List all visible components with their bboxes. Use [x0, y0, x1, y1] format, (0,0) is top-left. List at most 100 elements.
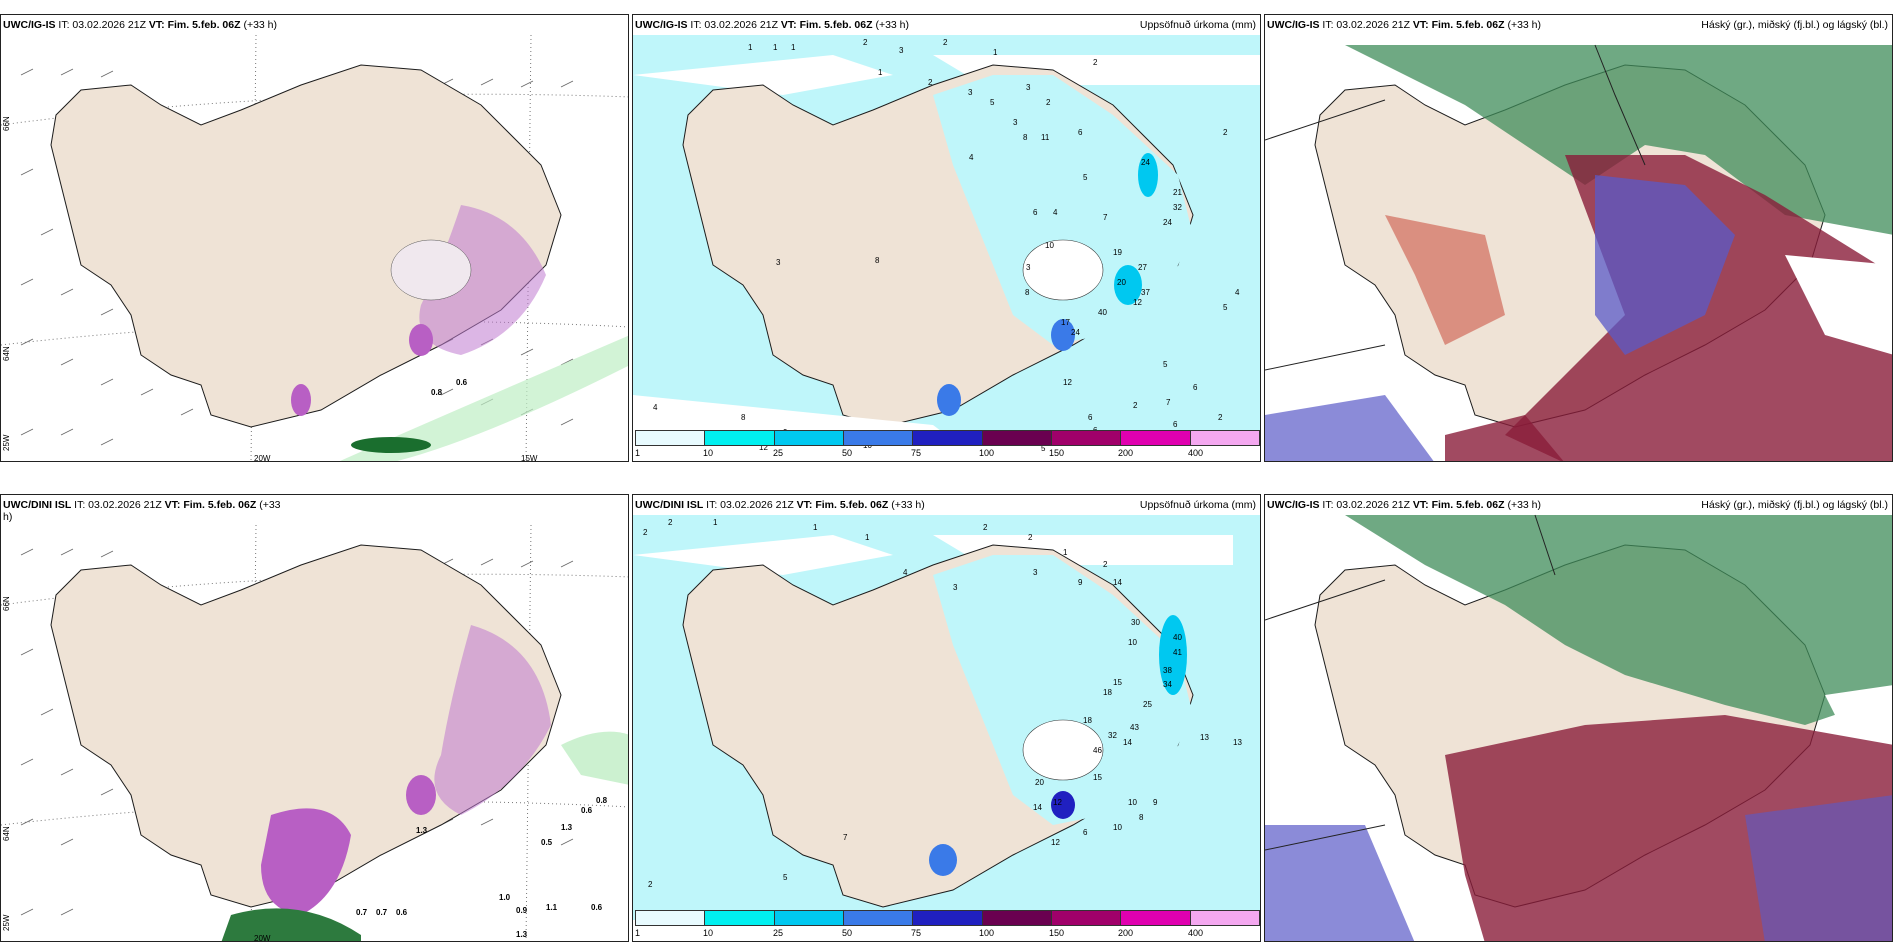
svg-text:38: 38 [1163, 666, 1172, 675]
svg-text:6: 6 [1193, 383, 1198, 392]
svg-text:0.7: 0.7 [376, 908, 388, 917]
panel-header: UWC/IG-IS IT: 03.02.2026 21Z VT: Fim. 5.… [3, 19, 278, 31]
svg-text:21: 21 [1173, 188, 1182, 197]
svg-text:66N: 66N [2, 596, 11, 611]
panel-header: UWC/DINI ISL IT: 03.02.2026 21Z VT: Fim.… [3, 499, 281, 511]
svg-text:40: 40 [1098, 308, 1107, 317]
svg-text:0.8: 0.8 [596, 796, 608, 805]
svg-text:10: 10 [1113, 823, 1122, 832]
svg-text:13: 13 [1200, 733, 1209, 742]
svg-text:30: 30 [1131, 618, 1140, 627]
svg-text:32: 32 [1173, 203, 1182, 212]
svg-text:2: 2 [643, 528, 648, 537]
svg-text:3: 3 [968, 88, 973, 97]
svg-text:64N: 64N [2, 826, 11, 841]
svg-text:15: 15 [1093, 773, 1102, 782]
svg-text:7: 7 [843, 833, 848, 842]
svg-text:0.9: 0.9 [516, 906, 528, 915]
svg-text:13: 13 [1233, 738, 1242, 747]
svg-text:43: 43 [1130, 723, 1139, 732]
svg-text:46: 46 [1093, 746, 1102, 755]
colorbar [635, 910, 1260, 926]
svg-text:3: 3 [899, 46, 904, 55]
svg-text:2: 2 [1093, 58, 1098, 67]
svg-text:2: 2 [1103, 560, 1108, 569]
colorbar [635, 430, 1260, 446]
svg-text:2: 2 [863, 38, 868, 47]
panel-header: UWC/IG-IS IT: 03.02.2026 21Z VT: Fim. 5.… [1267, 499, 1542, 511]
svg-text:20: 20 [1035, 778, 1044, 787]
svg-text:1.0: 1.0 [499, 893, 511, 902]
svg-text:2: 2 [1223, 128, 1228, 137]
svg-text:11: 11 [1041, 133, 1050, 142]
svg-text:34: 34 [1163, 680, 1172, 689]
svg-text:6: 6 [1033, 208, 1038, 217]
svg-text:0.5: 0.5 [541, 838, 553, 847]
svg-text:19: 19 [1113, 248, 1122, 257]
svg-text:15: 15 [1113, 678, 1122, 687]
panel-accum-precip-igis: UWC/IG-IS IT: 03.02.2026 21Z VT: Fim. 5.… [632, 14, 1261, 462]
svg-text:8: 8 [1139, 813, 1144, 822]
svg-text:1: 1 [748, 43, 753, 52]
svg-text:0.6: 0.6 [581, 806, 593, 815]
svg-text:2: 2 [983, 523, 988, 532]
svg-text:0.6: 0.6 [456, 378, 468, 387]
svg-text:24: 24 [1163, 218, 1172, 227]
svg-text:14: 14 [1033, 803, 1042, 812]
svg-text:7: 7 [1103, 213, 1108, 222]
svg-text:0.6: 0.6 [591, 903, 603, 912]
svg-text:5: 5 [1083, 173, 1088, 182]
svg-text:8: 8 [1025, 288, 1030, 297]
svg-text:3: 3 [1026, 83, 1031, 92]
svg-text:2: 2 [1218, 413, 1223, 422]
svg-text:1.3: 1.3 [516, 930, 528, 939]
svg-text:20: 20 [1117, 278, 1126, 287]
panel-clouds-igis: UWC/IG-IS IT: 03.02.2026 21Z VT: Fim. 5.… [1264, 14, 1893, 462]
panel-title: Háský (gr.), miðský (fj.bl.) og lágský (… [1701, 499, 1888, 511]
svg-text:1.1: 1.1 [546, 903, 558, 912]
svg-text:64N: 64N [2, 346, 11, 361]
svg-text:4: 4 [1235, 288, 1240, 297]
map-canvas [1265, 514, 1892, 941]
svg-text:2: 2 [928, 78, 933, 87]
svg-text:14: 14 [1113, 578, 1122, 587]
svg-text:1: 1 [878, 68, 883, 77]
svg-text:18: 18 [1103, 688, 1112, 697]
map-canvas: 0.60.8 1.30.5 1.31.0 0.9 1.1 0.60.7 0.7 0.… [1, 524, 628, 941]
svg-text:10: 10 [1128, 798, 1137, 807]
svg-text:1: 1 [813, 523, 818, 532]
svg-text:1: 1 [713, 518, 718, 527]
panel-wind-precip-dini: UWC/DINI ISL IT: 03.02.2026 21Z VT: Fim.… [0, 494, 629, 942]
svg-text:14: 14 [1123, 738, 1132, 747]
svg-text:5: 5 [783, 873, 788, 882]
svg-text:6: 6 [1088, 413, 1093, 422]
svg-text:4: 4 [653, 403, 658, 412]
svg-text:12: 12 [1051, 838, 1060, 847]
svg-text:2: 2 [1046, 98, 1051, 107]
svg-text:2: 2 [943, 38, 948, 47]
svg-text:8: 8 [1023, 133, 1028, 142]
panel-title: Uppsöfnuð úrkoma (mm) [1139, 499, 1256, 511]
svg-text:24: 24 [1141, 158, 1150, 167]
svg-text:4: 4 [969, 153, 974, 162]
svg-text:6: 6 [1173, 420, 1178, 429]
svg-text:10: 10 [1045, 241, 1054, 250]
svg-text:2: 2 [1133, 401, 1138, 410]
svg-text:32: 32 [1108, 731, 1117, 740]
svg-text:3: 3 [953, 583, 958, 592]
svg-text:1: 1 [773, 43, 778, 52]
svg-text:25: 25 [1143, 700, 1152, 709]
svg-text:5: 5 [1163, 360, 1168, 369]
svg-text:25W: 25W [2, 914, 11, 931]
svg-text:17: 17 [1061, 318, 1070, 327]
svg-text:1: 1 [791, 43, 796, 52]
svg-text:12: 12 [759, 443, 768, 452]
svg-text:20W: 20W [254, 454, 271, 462]
panel-header: UWC/DINI ISL IT: 03.02.2026 21Z VT: Fim.… [635, 499, 925, 511]
panel-title: Uppsöfnuð úrkoma (mm) [1139, 19, 1256, 31]
svg-text:27: 27 [1138, 263, 1147, 272]
svg-text:2: 2 [668, 518, 673, 527]
svg-text:9: 9 [1153, 798, 1158, 807]
